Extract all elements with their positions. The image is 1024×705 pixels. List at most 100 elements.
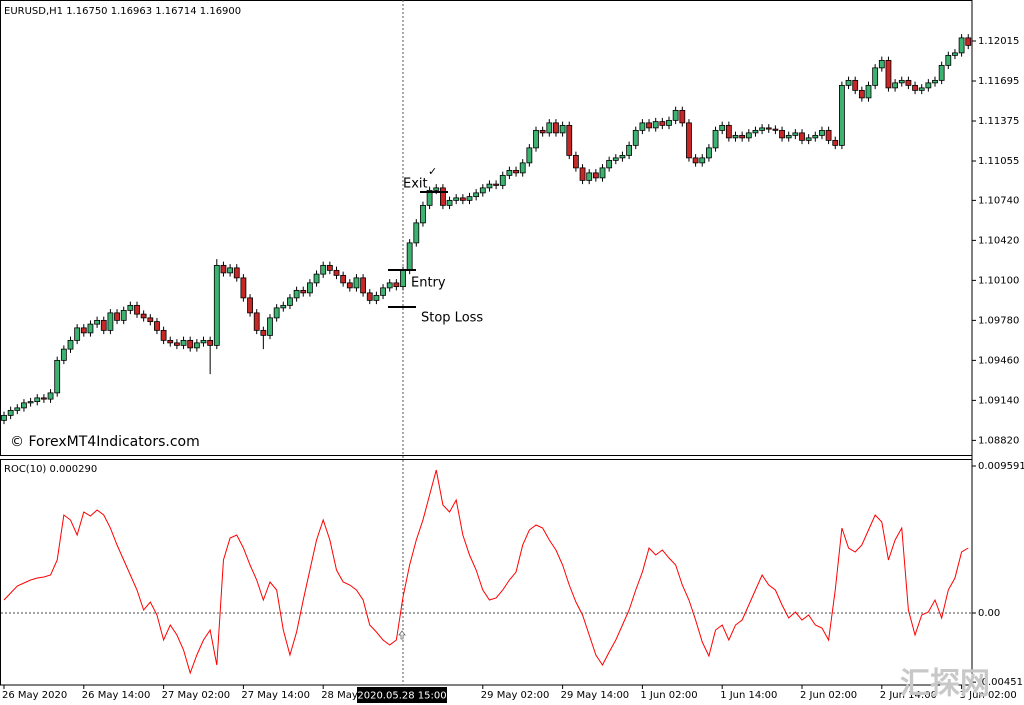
candle-body — [87, 323, 94, 334]
candle-body — [7, 409, 14, 416]
candle-body — [80, 327, 87, 334]
x-tick-label: 2 Jun 02:00 — [800, 690, 857, 701]
candle-body — [420, 204, 426, 224]
candle-body — [346, 282, 353, 289]
candle-body — [459, 197, 466, 201]
candle-body — [67, 339, 74, 350]
candle-body — [526, 147, 533, 164]
candle-body — [173, 342, 180, 346]
candle-body — [180, 339, 187, 346]
candle-body — [566, 124, 573, 156]
y-tick-label: 1.11375 — [978, 116, 1019, 127]
candle-body — [626, 144, 632, 156]
candle-body — [47, 392, 54, 400]
candle-body — [193, 342, 200, 349]
candle-body — [167, 339, 174, 344]
candle-body — [779, 129, 785, 139]
candle-body — [666, 119, 672, 126]
candle-body — [772, 128, 779, 131]
watermark-site: 汇探网 — [900, 667, 990, 702]
candle-body — [945, 54, 952, 66]
y-tick-label: 0.009591 — [978, 461, 1024, 472]
candle-body — [114, 312, 120, 321]
candle-body — [240, 277, 247, 299]
candle-body — [632, 129, 639, 146]
candle-body — [858, 89, 865, 99]
candle-body — [878, 59, 885, 69]
candle-body — [333, 269, 340, 276]
candle-body — [679, 109, 686, 124]
y-tick-label: 1.09140 — [978, 395, 1019, 406]
candle-body — [34, 397, 41, 403]
candle-body — [592, 172, 599, 179]
candle-body — [752, 129, 759, 134]
candle-body — [732, 134, 739, 139]
candle-body — [147, 317, 154, 323]
candle-body — [938, 64, 945, 81]
exit-check: ✓ — [428, 165, 437, 178]
candle-body — [799, 132, 805, 141]
candle-body — [872, 67, 879, 86]
candle-body — [599, 167, 606, 179]
candle-body — [154, 321, 160, 331]
candle-body — [100, 319, 107, 331]
candle-body — [433, 187, 440, 191]
candle-body — [326, 264, 333, 271]
candle-body — [473, 192, 480, 198]
candle-body — [586, 172, 593, 181]
x-tick-label: 3 Jun 02:00 — [960, 690, 1017, 701]
candle-body — [300, 289, 307, 294]
x-tick-label: 26 May 14:00 — [82, 690, 151, 701]
candle-body — [606, 159, 613, 169]
candle-body — [646, 122, 652, 129]
candle-body — [506, 169, 513, 176]
candle-body — [865, 84, 872, 99]
candle-body — [619, 154, 626, 159]
x-tick-label: 1 Jun 02:00 — [640, 690, 697, 701]
x-tick-label: 27 May 14:00 — [241, 690, 310, 701]
candle-body — [812, 134, 819, 139]
candle-body — [233, 267, 240, 279]
candle-body — [453, 197, 460, 201]
candle-body — [213, 264, 220, 346]
candle-body — [659, 121, 666, 126]
y-tick-label: 1.11695 — [978, 76, 1019, 87]
x-tick-label: 28 May 02:00 — [321, 690, 390, 701]
candle-body — [466, 196, 473, 201]
candle-body — [839, 84, 845, 146]
candle-body — [573, 154, 579, 169]
candle-body — [247, 297, 253, 314]
candle-body — [160, 329, 167, 341]
candle-body — [805, 137, 812, 141]
y-tick-label: 1.12015 — [978, 36, 1019, 47]
candle-body — [21, 402, 27, 409]
candle-body — [905, 79, 912, 86]
y-tick-label: 1.10740 — [978, 195, 1019, 206]
candle-body — [373, 294, 380, 301]
candle-body — [134, 304, 140, 315]
stop-loss-label: Stop Loss — [421, 311, 483, 326]
x-tick-label: 29 May 14:00 — [561, 690, 630, 701]
candle-body — [320, 264, 327, 275]
candle-body — [27, 401, 34, 404]
y-tick-label: 1.10420 — [978, 235, 1019, 246]
candle-body — [553, 122, 559, 134]
y-tick-label: 1.11055 — [978, 156, 1019, 167]
candle-body — [852, 79, 859, 91]
candle-body — [107, 312, 114, 331]
candle-body — [519, 162, 526, 174]
candle-body — [426, 189, 433, 206]
candle-body — [885, 59, 892, 89]
candle-body — [712, 129, 719, 149]
candle-body — [486, 183, 493, 189]
candle-body — [41, 397, 47, 400]
x-tick-label: 2 Jun 14:00 — [880, 690, 937, 701]
candle-body — [513, 169, 519, 174]
candle-body — [539, 129, 546, 134]
candle-body — [499, 174, 506, 186]
y-tick-label: 1.08820 — [978, 435, 1019, 446]
candle-body — [725, 124, 732, 139]
symbol-header: EURUSD,H1 1.16750 1.16963 1.16714 1.1690… — [4, 6, 241, 17]
candle-body — [253, 312, 260, 331]
y-tick-label: 1.09780 — [978, 315, 1019, 326]
